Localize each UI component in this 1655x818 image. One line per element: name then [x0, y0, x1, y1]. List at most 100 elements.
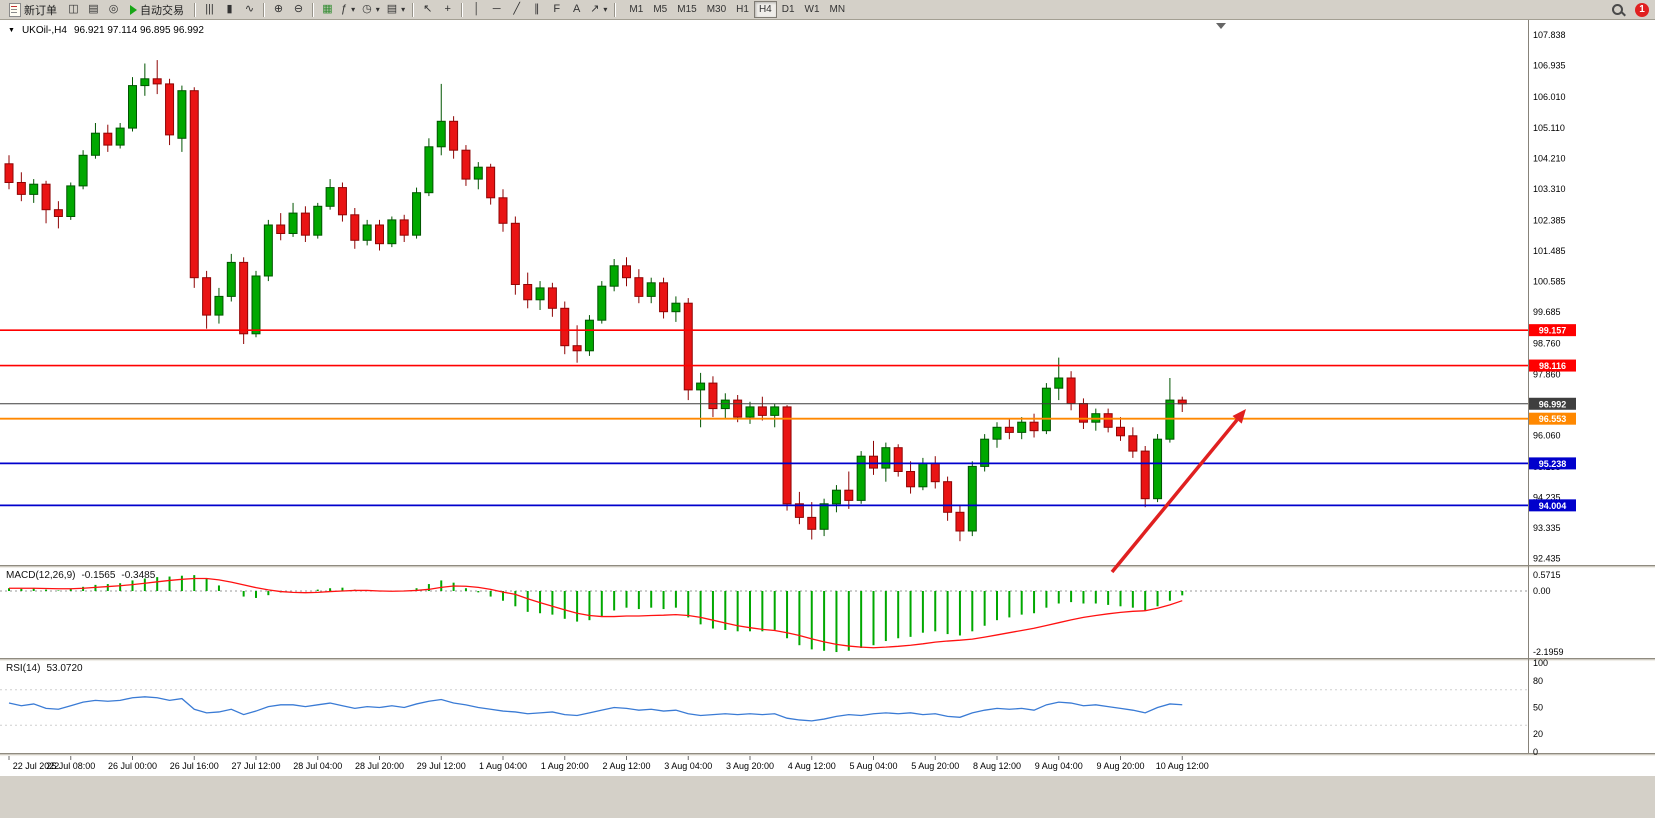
timeframe-m1-button[interactable]: M1 [624, 1, 648, 18]
timeframe-h1-button[interactable]: H1 [731, 1, 754, 18]
templates-button[interactable]: ▤ ▾ [384, 1, 408, 18]
search-icon[interactable] [1611, 3, 1625, 17]
timeframe-m5-button[interactable]: M5 [648, 1, 672, 18]
candlestick-chart-button[interactable]: ▮ [220, 1, 239, 18]
dropdown-caret-icon: ▾ [401, 5, 406, 14]
svg-text:105.110: 105.110 [1533, 123, 1565, 133]
svg-text:99.157: 99.157 [1539, 326, 1567, 336]
navigator-button[interactable]: ◎ [104, 1, 123, 18]
horizontal-line-button[interactable]: ─ [487, 1, 506, 18]
toolbar-separator [614, 2, 617, 17]
svg-text:104.210: 104.210 [1533, 153, 1566, 163]
horizontal-line-icon: ─ [492, 3, 501, 15]
timeframe-d1-button[interactable]: D1 [777, 1, 800, 18]
market-watch-button[interactable]: ▤ [84, 1, 103, 18]
bar-chart-icon: ||| [205, 3, 214, 15]
timeframe-m15-button[interactable]: M15 [672, 1, 701, 18]
cursor-icon: ↖ [423, 3, 433, 15]
svg-text:0.5715: 0.5715 [1533, 570, 1561, 580]
indicators-button[interactable]: ƒ ▾ [338, 1, 358, 18]
toolbar-separator [263, 2, 265, 17]
toolbar: 新订单 ◫ ▤ ◎ 自动交易 ||| ▮ ∿ ⊕ ⊖ ▦ ƒ ▾ ◷ ▾ ▤ ▾ ↖ + │ ─ ╱ ∥ F A ↗ ▾ M1 M5 M… [0, 0, 1655, 20]
candlestick-icon: ▮ [226, 3, 233, 15]
svg-text:101.485: 101.485 [1533, 246, 1566, 256]
svg-text:26 Jul 00:00: 26 Jul 00:00 [108, 761, 157, 771]
svg-text:1 Aug 04:00: 1 Aug 04:00 [479, 761, 527, 771]
svg-text:99.685: 99.685 [1533, 307, 1561, 317]
svg-text:3 Aug 20:00: 3 Aug 20:00 [726, 761, 774, 771]
svg-text:98.760: 98.760 [1533, 339, 1561, 349]
autotrading-button[interactable]: 自动交易 [124, 1, 190, 18]
text-icon: A [573, 3, 581, 15]
svg-text:0: 0 [1533, 747, 1538, 757]
dropdown-caret-icon: ▾ [603, 5, 608, 14]
text-label-button[interactable]: A [567, 1, 586, 18]
notification-badge[interactable]: 1 [1635, 2, 1649, 17]
timeframe-toolbar: M1 M5 M15 M30 H1 H4 D1 W1 MN [624, 1, 850, 18]
svg-text:10 Aug 12:00: 10 Aug 12:00 [1156, 761, 1209, 771]
template-icon: ▤ [386, 3, 398, 15]
rsi-value: 53.0720 [46, 663, 83, 674]
svg-text:96.992: 96.992 [1539, 399, 1567, 409]
autotrading-button-label: 自动交易 [140, 4, 184, 17]
tile-windows-icon: ▦ [322, 3, 333, 15]
svg-text:2 Aug 12:00: 2 Aug 12:00 [602, 761, 650, 771]
dropdown-caret-icon: ▾ [351, 5, 356, 14]
svg-text:92.435: 92.435 [1533, 554, 1561, 564]
svg-text:4 Aug 12:00: 4 Aug 12:00 [788, 761, 836, 771]
arrows-button[interactable]: ↗ ▾ [587, 1, 610, 18]
timeframe-h4-button[interactable]: H4 [753, 1, 777, 18]
periods-button[interactable]: ◷ ▾ [359, 1, 383, 18]
crosshair-button[interactable]: + [438, 1, 457, 18]
svg-text:96.553: 96.553 [1539, 414, 1567, 424]
svg-text:93.335: 93.335 [1533, 523, 1561, 533]
symbol-ohlc: 96.921 97.114 96.895 96.992 [73, 25, 204, 36]
macd-name: MACD(12,26,9) [6, 570, 76, 581]
svg-text:5 Aug 04:00: 5 Aug 04:00 [849, 761, 897, 771]
svg-text:3 Aug 04:00: 3 Aug 04:00 [664, 761, 712, 771]
timeframe-mn-button[interactable]: MN [825, 1, 851, 18]
vertical-line-button[interactable]: │ [467, 1, 486, 18]
macd-value-signal: -0.3485 [121, 570, 156, 581]
channel-icon: ∥ [533, 3, 540, 15]
trendline-button[interactable]: ╱ [507, 1, 526, 18]
timeframe-w1-button[interactable]: W1 [800, 1, 825, 18]
zoom-in-button[interactable]: ⊕ [269, 1, 288, 18]
new-order-button-label: 新订单 [24, 4, 57, 17]
svg-text:95.238: 95.238 [1539, 459, 1567, 469]
line-chart-button[interactable]: ∿ [240, 1, 259, 18]
channel-button[interactable]: ∥ [527, 1, 546, 18]
new-order-icon [9, 2, 21, 17]
svg-text:5 Aug 20:00: 5 Aug 20:00 [911, 761, 959, 771]
svg-text:1 Aug 20:00: 1 Aug 20:00 [541, 761, 589, 771]
svg-text:102.385: 102.385 [1533, 215, 1566, 225]
bar-chart-button[interactable]: ||| [200, 1, 219, 18]
svg-text:50: 50 [1533, 703, 1543, 713]
svg-text:-2.1959: -2.1959 [1533, 647, 1564, 657]
cursor-button[interactable]: ↖ [418, 1, 437, 18]
charts-window-button[interactable]: ◫ [64, 1, 83, 18]
crosshair-icon: + [444, 3, 451, 15]
market-watch-icon: ▤ [88, 3, 99, 15]
svg-text:26 Jul 16:00: 26 Jul 16:00 [170, 761, 219, 771]
clock-icon: ◷ [362, 3, 372, 15]
svg-text:94.004: 94.004 [1539, 501, 1567, 511]
fibonacci-button[interactable]: F [547, 1, 566, 18]
svg-text:9 Aug 04:00: 9 Aug 04:00 [1035, 761, 1083, 771]
svg-text:0.00: 0.00 [1533, 586, 1551, 596]
symbol-expand-icon[interactable]: ▼ [8, 27, 15, 34]
svg-text:20: 20 [1533, 729, 1543, 739]
new-order-button[interactable]: 新订单 [3, 1, 63, 18]
vertical-line-icon: │ [473, 3, 481, 15]
tile-windows-button[interactable]: ▦ [318, 1, 337, 18]
symbol-label: ▼ UKOil-,H4 96.921 97.114 96.895 96.992 [8, 25, 204, 36]
svg-text:22 Jul 2022: 22 Jul 2022 [13, 761, 60, 771]
zoom-out-button[interactable]: ⊖ [289, 1, 308, 18]
svg-text:100.585: 100.585 [1533, 277, 1566, 287]
fibonacci-icon: F [553, 3, 561, 15]
svg-text:98.116: 98.116 [1539, 361, 1566, 371]
svg-text:103.310: 103.310 [1533, 184, 1566, 194]
timeframe-m30-button[interactable]: M30 [702, 1, 731, 18]
